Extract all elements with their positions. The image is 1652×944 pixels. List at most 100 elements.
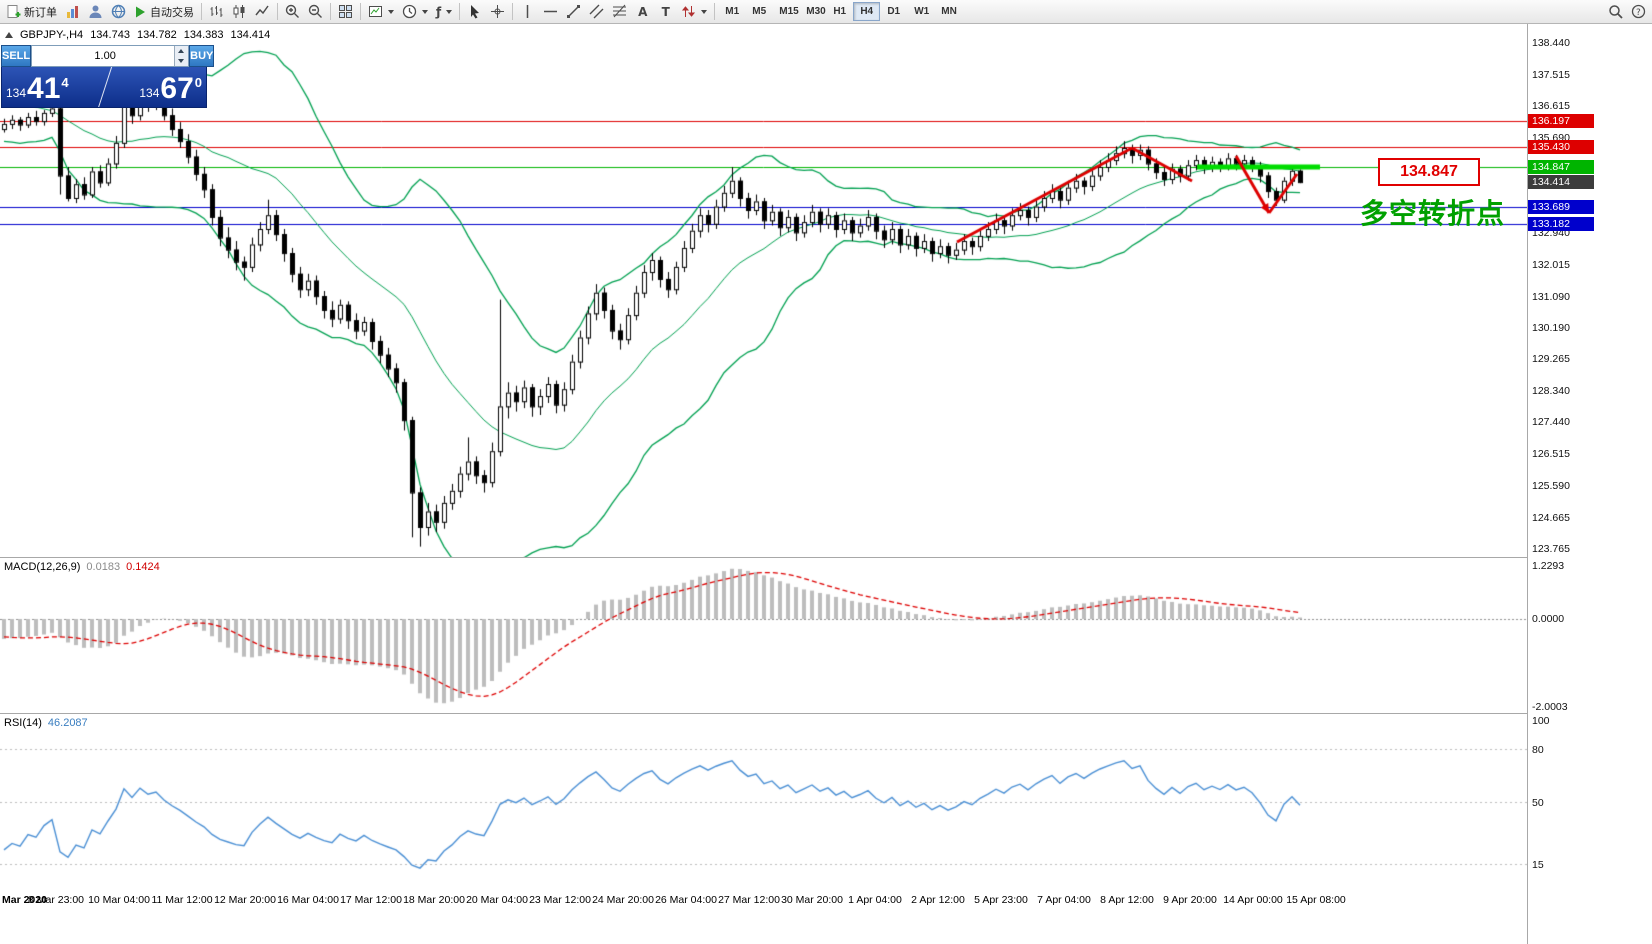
toolbar-separator [360, 3, 361, 20]
cursor-button[interactable] [463, 1, 486, 22]
sell-price[interactable]: 134 41 4 [2, 67, 104, 107]
terminal-button[interactable] [107, 1, 130, 22]
vertical-line-button[interactable] [516, 1, 539, 22]
time-label: 24 Mar 20:00 [592, 894, 654, 906]
panel-separator[interactable] [0, 713, 1652, 714]
chart-area: GBPJPY-,H4 134.743 134.782 134.383 134.4… [0, 24, 1652, 944]
time-label: 12 Mar 20:00 [214, 894, 276, 906]
quick-help-button[interactable]: ? [1627, 1, 1650, 22]
rsi-panel-canvas[interactable] [0, 714, 1527, 890]
timeframe-w1-button[interactable]: W1 [907, 2, 934, 21]
time-label: 30 Mar 20:00 [781, 894, 843, 906]
zoom-out-button[interactable] [304, 1, 327, 22]
price-marker: 134.847 [1528, 160, 1594, 175]
sell-price-prefix: 134 [6, 86, 27, 100]
profiles-button[interactable] [398, 1, 432, 22]
volume-spinner [174, 46, 189, 66]
price-marker: 136.197 [1528, 113, 1594, 128]
timeframe-m30-button[interactable]: M30 [799, 2, 826, 21]
sell-button[interactable]: SELL [1, 45, 32, 67]
time-label: 20 Mar 04:00 [466, 894, 528, 906]
timeframe-h4-button[interactable]: H4 [853, 2, 881, 21]
auto-trading-play-icon [136, 6, 145, 17]
price-annotation-box[interactable]: 134.847 [1378, 158, 1480, 186]
candlestick-chart-button[interactable] [228, 1, 251, 22]
search-button[interactable] [1604, 1, 1627, 22]
auto-trading-button[interactable]: 自动交易 [130, 1, 198, 22]
indicators-icon: ƒ [436, 4, 442, 19]
navigator-icon [89, 5, 102, 18]
horizontal-line-icon [544, 10, 558, 13]
volume-increase-button[interactable] [175, 46, 189, 56]
market-watch-button[interactable] [61, 1, 84, 22]
rsi-label: RSI(14) 46.2087 [4, 717, 88, 729]
auto-trading-label: 自动交易 [150, 6, 194, 19]
price-tick: 132.015 [1532, 258, 1570, 271]
price-tick: 131.090 [1532, 290, 1570, 303]
main-chart-canvas[interactable] [0, 24, 1527, 558]
zoom-in-icon [285, 4, 299, 18]
zoom-out-icon [308, 4, 322, 18]
price-tick: 123.765 [1532, 542, 1570, 555]
buy-price[interactable]: 134 67 0 [104, 67, 206, 107]
text-label-button[interactable]: T [654, 1, 677, 22]
timeframe-m15-button[interactable]: M15 [772, 2, 799, 21]
price-tick: 130.190 [1532, 321, 1570, 334]
one-click-trading-panel: SELL BUY 134 41 4 134 [1, 45, 215, 108]
buy-button[interactable]: BUY [189, 45, 215, 67]
new-order-button[interactable]: 新订单 [2, 1, 61, 22]
timeframe-h1-button[interactable]: H1 [826, 2, 853, 21]
zoom-in-button[interactable] [281, 1, 304, 22]
vertical-line-icon [526, 5, 529, 18]
rsi-axis-label: 15 [1532, 858, 1544, 871]
new-chart-button[interactable] [364, 1, 398, 22]
new-chart-icon [369, 6, 382, 17]
time-axis[interactable]: Mar 2020 8 Mar 23:00 10 Mar 04:00 11 Mar 12… [0, 890, 1527, 944]
arrows-button[interactable] [677, 1, 711, 22]
navigator-button[interactable] [84, 1, 107, 22]
sell-price-big: 41 [27, 72, 61, 105]
note-text[interactable]: 多空转折点 [1360, 197, 1506, 230]
tile-windows-button[interactable] [334, 1, 357, 22]
price-marker: 133.182 [1528, 217, 1594, 232]
trendline-button[interactable] [562, 1, 585, 22]
indicators-button[interactable]: ƒ [432, 1, 456, 22]
line-chart-button[interactable] [251, 1, 274, 22]
horizontal-line-button[interactable] [539, 1, 562, 22]
panel-separator[interactable] [0, 557, 1652, 558]
terminal-icon [111, 4, 126, 19]
price-tick: 125.590 [1532, 479, 1570, 492]
time-label: 11 Mar 12:00 [151, 894, 213, 906]
symbol-name: GBPJPY-,H4 [20, 29, 84, 41]
timeframe-mn-button[interactable]: MN [934, 2, 961, 21]
time-label: 10 Mar 04:00 [88, 894, 150, 906]
buy-price-prefix: 134 [139, 86, 160, 100]
time-label: 17 Mar 12:00 [340, 894, 402, 906]
profiles-clock-icon [402, 4, 417, 19]
text-button[interactable]: A [631, 1, 654, 22]
help-icon: ? [1631, 4, 1646, 19]
bar-chart-button[interactable] [205, 1, 228, 22]
price-axis[interactable]: 138.440 137.515 136.615 135.690 132.940 132.0… [1528, 24, 1652, 944]
timeframe-m5-button[interactable]: M5 [745, 2, 772, 21]
bar-chart-icon [210, 6, 223, 17]
volume-decrease-button[interactable] [175, 56, 189, 66]
toolbar-separator [714, 3, 716, 20]
price-marker: 134.414 [1528, 174, 1594, 189]
text-label-icon: T [661, 4, 670, 19]
price-tick: 127.440 [1532, 416, 1570, 429]
crosshair-button[interactable] [486, 1, 509, 22]
time-label: 8 Apr 12:00 [1100, 894, 1154, 906]
search-icon [1609, 5, 1623, 19]
fibonacci-button[interactable] [608, 1, 631, 22]
macd-axis-zero: 0.0000 [1532, 613, 1565, 625]
timeframe-m1-button[interactable]: M1 [718, 2, 745, 21]
time-label: 15 Apr 08:00 [1286, 894, 1346, 906]
macd-panel-canvas[interactable] [0, 558, 1527, 714]
equidistant-channel-button[interactable] [585, 1, 608, 22]
timeframe-d1-button[interactable]: D1 [880, 2, 907, 21]
price-tick: 129.265 [1532, 353, 1570, 366]
macd-value-main: 0.0183 [86, 561, 121, 573]
volume-input[interactable] [32, 46, 189, 66]
one-click-collapse-icon[interactable] [5, 32, 13, 38]
